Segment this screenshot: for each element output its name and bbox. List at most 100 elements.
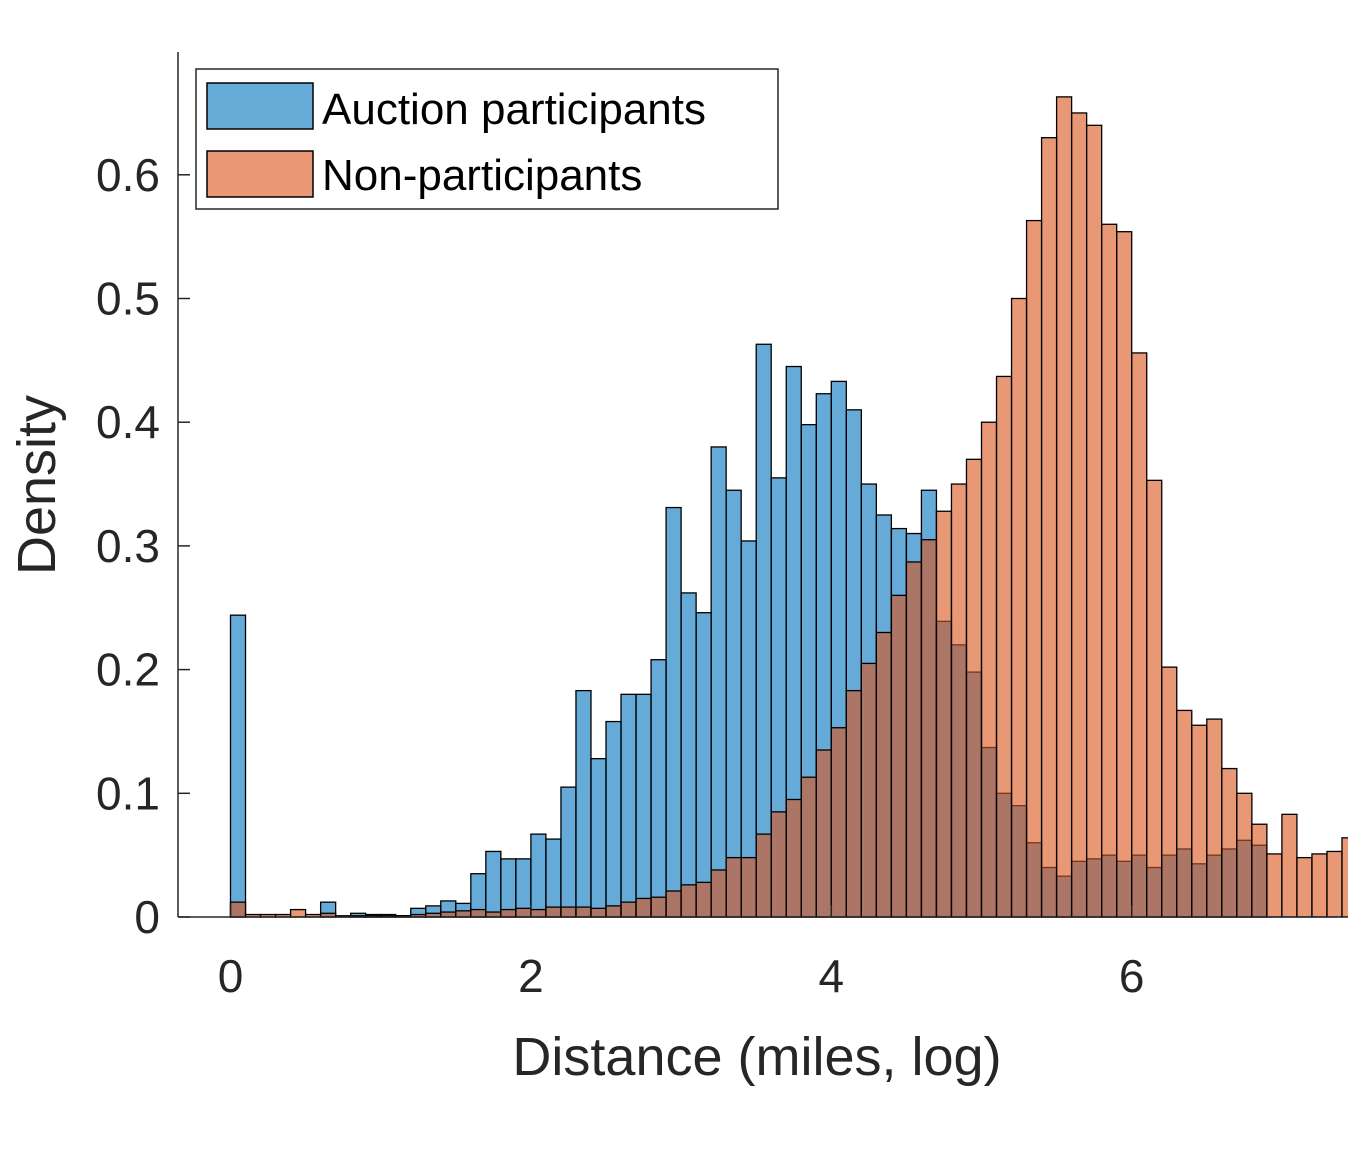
bar-non-participants-56 [1070,112,1088,918]
x-tick-label: 0 [218,950,244,1002]
bar-auction-0 [229,614,247,918]
bar-non-participants-24 [590,907,607,918]
bar-non-participants-38 [800,776,817,918]
y-ticks: 0 0.1 0.2 0.3 0.4 0.5 0.6 [96,149,190,943]
bar-non-participants-31 [695,881,712,918]
legend-label-auction-participants: Auction participants [322,85,706,134]
bar-non-participants-70 [1281,813,1298,918]
bar-auction-22 [560,786,577,918]
x-tick-label: 6 [1119,950,1145,1002]
bar-non-participants-67 [1236,792,1253,918]
bar-non-participants-44 [890,594,908,918]
x-tick-label: 4 [819,950,845,1002]
bar-non-participants-30 [680,884,697,918]
bar-non-participants-51 [995,375,1013,918]
bar-non-participants-0 [229,901,247,918]
bar-non-participants-71 [1296,856,1313,918]
bar-non-participants-50 [980,421,998,918]
bar-non-participants-41 [845,689,862,918]
bar-non-participants-19 [515,907,532,918]
bar-non-participants-29 [665,890,682,918]
bar-non-participants-43 [875,631,893,918]
bar-non-participants-21 [545,906,562,918]
bar-non-participants-59 [1116,231,1133,918]
bar-non-participants-60 [1131,352,1148,918]
plot-area [229,96,1348,918]
bar-non-participants-62 [1161,666,1178,918]
y-tick-label: 0.3 [96,520,160,572]
bar-auction-33 [725,489,742,918]
x-tick-label: 2 [518,950,544,1002]
y-tick-label: 0.6 [96,149,160,201]
bar-non-participants-63 [1176,709,1193,918]
bar-non-participants-54 [1040,137,1058,918]
y-tick-label: 0.1 [96,767,160,819]
legend-swatch-non-participants [206,150,314,198]
bar-non-participants-73 [1326,850,1343,918]
bar-non-participants-23 [575,906,592,918]
bar-auction-35 [755,343,772,918]
legend-swatch-auction-participants [206,82,314,130]
bar-non-participants-74 [1341,837,1348,918]
bar-auction-28 [650,659,667,918]
x-axis-label: Distance (miles, log) [512,1027,1001,1087]
bar-non-participants-45 [905,561,923,918]
x-ticks: 0 2 4 6 [218,905,1145,1002]
bar-non-participants-22 [560,906,577,918]
bar-non-participants-68 [1251,823,1268,918]
bar-non-participants-16 [470,908,487,918]
y-tick-label: 0.4 [96,396,160,448]
bar-non-participants-4 [289,908,307,918]
bar-non-participants-15 [455,910,472,918]
bar-non-participants-61 [1146,479,1163,918]
bar-non-participants-64 [1191,724,1208,918]
series-non-participants [229,96,1348,918]
bar-non-participants-72 [1311,853,1328,918]
bar-non-participants-52 [1010,297,1028,918]
y-axis-label: Density [7,395,67,575]
bar-auction-17 [485,850,502,918]
bar-non-participants-35 [755,833,772,918]
bar-auction-30 [680,592,697,918]
bar-auction-32 [710,446,727,918]
bar-non-participants-58 [1101,223,1118,918]
bar-non-participants-66 [1221,767,1238,918]
bar-auction-23 [575,689,592,918]
bar-non-participants-48 [950,483,968,918]
bar-non-participants-47 [935,510,953,918]
bar-non-participants-57 [1085,124,1103,918]
bar-auction-18 [500,858,517,918]
bar-non-participants-65 [1206,718,1223,918]
y-tick-label: 0.2 [96,644,160,696]
bar-non-participants-32 [710,869,727,918]
bar-non-participants-34 [740,856,757,918]
bar-non-participants-69 [1266,853,1283,918]
bar-non-participants-27 [635,897,652,918]
bar-non-participants-33 [725,856,742,918]
bar-auction-25 [605,720,622,918]
legend: Auction participants Non-participants [195,68,779,210]
bar-non-participants-18 [500,908,517,918]
y-tick-label: 0 [134,891,160,943]
bar-non-participants-42 [860,662,878,918]
bar-auction-24 [590,758,607,918]
bar-non-participants-25 [605,905,622,918]
bar-non-participants-49 [965,458,983,918]
bar-non-participants-28 [650,896,667,918]
bar-auction-31 [695,612,712,918]
bar-auction-27 [635,693,652,918]
bar-auction-29 [665,506,682,918]
bar-non-participants-55 [1055,96,1073,918]
bar-non-participants-20 [530,908,547,918]
bar-auction-20 [530,833,547,918]
legend-label-non-participants: Non-participants [322,151,642,200]
bar-non-participants-36 [770,811,787,918]
bar-non-participants-53 [1025,219,1043,918]
bar-auction-21 [545,838,562,918]
bar-non-participants-46 [920,539,938,918]
axes: 0 0.1 0.2 0.3 0.4 0.5 0.6 0 2 4 6 [96,52,1337,1002]
bar-auction-26 [620,693,637,918]
bar-non-participants-39 [815,749,832,918]
bar-non-participants-37 [785,798,802,918]
